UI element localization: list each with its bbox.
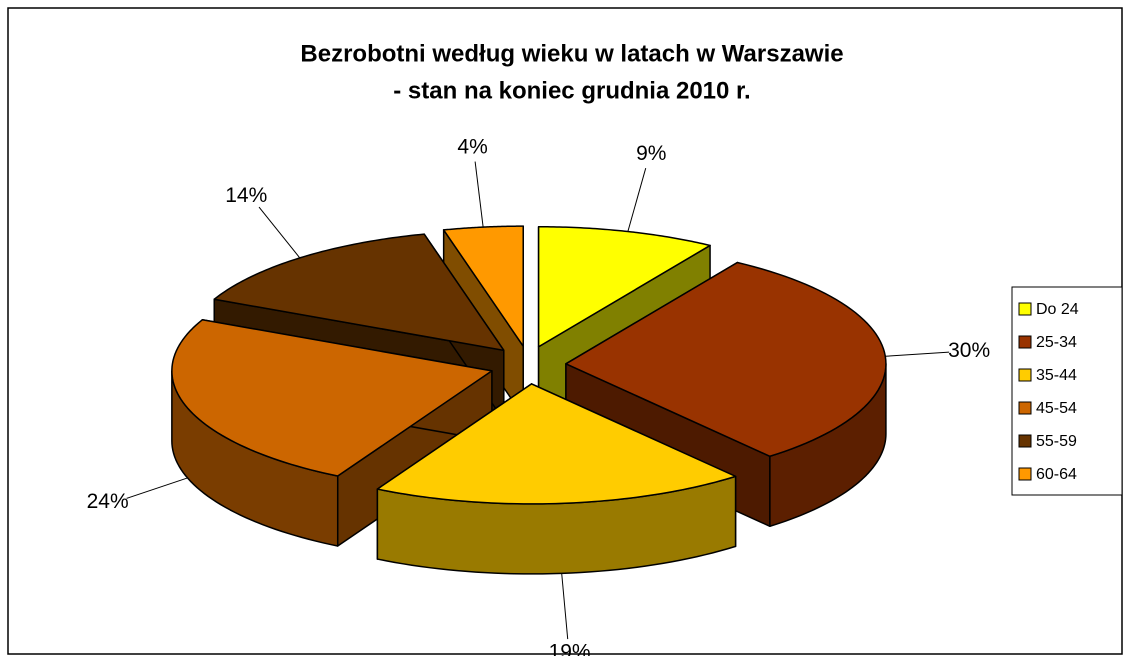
legend-label: 25-34 [1036,334,1077,351]
legend-swatch [1018,368,1032,382]
leader-line [126,477,188,499]
legend-box [1011,286,1123,496]
leader-line [627,168,647,232]
data-label: 14% [225,184,267,207]
leader-line [258,206,301,259]
data-label: 4% [457,135,487,158]
legend-swatch [1018,335,1032,349]
data-label: 30% [948,339,990,362]
data-label: 19% [549,641,591,656]
slice [376,383,737,505]
legend-label: 55-59 [1036,433,1077,450]
legend-swatch [1018,302,1032,316]
leader-line [474,161,484,228]
legend-swatch [1018,467,1032,481]
data-label: 24% [87,490,129,513]
leader-line [885,351,950,357]
slice [213,233,505,352]
data-label: 9% [636,142,666,165]
legend-label: Do 24 [1036,301,1079,318]
chart-title: Bezrobotni według wieku w latach w Warsz… [300,40,843,67]
slice [171,319,493,477]
chart-subtitle: - stan na koniec grudnia 2010 r. [393,77,750,104]
legend-label: 60-64 [1036,466,1077,483]
legend-label: 45-54 [1036,400,1077,417]
legend-swatch [1018,434,1032,448]
pie [171,225,887,575]
legend-label: 35-44 [1036,367,1077,384]
legend-swatch [1018,401,1032,415]
leader-line [561,573,569,640]
